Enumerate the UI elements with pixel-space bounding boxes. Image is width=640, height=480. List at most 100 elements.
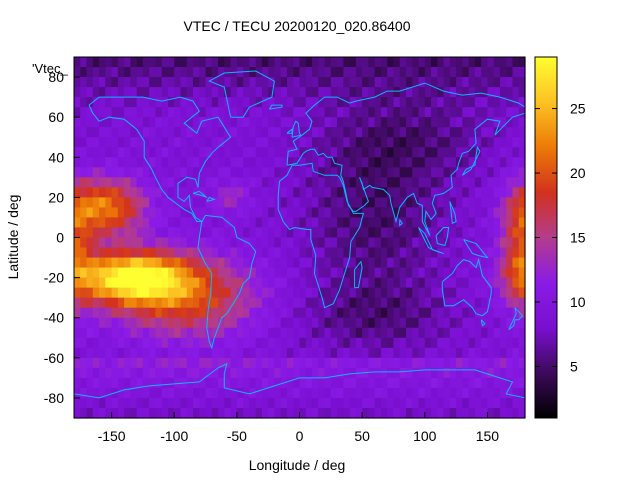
- heatmap-cell: [243, 87, 250, 98]
- heatmap-cell: [86, 77, 94, 88]
- heatmap-cell: [199, 347, 207, 359]
- heatmap-cell: [487, 237, 495, 249]
- heatmap-cell: [136, 277, 144, 289]
- heatmap-cell: [305, 57, 313, 68]
- heatmap-cell: [518, 387, 526, 399]
- heatmap-cell: [193, 227, 200, 239]
- heatmap-cell: [205, 197, 213, 209]
- heatmap-cell: [474, 77, 482, 88]
- heatmap-cell: [268, 157, 276, 168]
- heatmap-cell: [74, 207, 81, 219]
- heatmap-cell: [193, 157, 200, 168]
- heatmap-cell: [261, 207, 269, 219]
- heatmap-cell: [330, 407, 338, 419]
- heatmap-cell: [236, 107, 244, 118]
- heatmap-cell: [99, 377, 106, 389]
- heatmap-cell: [380, 407, 388, 419]
- heatmap-cell: [149, 107, 157, 118]
- heatmap-cell: [99, 347, 106, 359]
- heatmap-cell: [355, 337, 363, 349]
- heatmap-cell: [374, 357, 382, 369]
- heatmap-cell: [74, 297, 81, 309]
- heatmap-cell: [387, 77, 395, 88]
- heatmap-cell: [92, 97, 100, 108]
- heatmap-cell: [180, 87, 188, 98]
- heatmap-cell: [349, 317, 357, 329]
- heatmap-cell: [481, 287, 489, 299]
- heatmap-cell: [362, 387, 369, 399]
- heatmap-cell: [255, 267, 263, 279]
- heatmap-cell: [518, 177, 526, 188]
- heatmap-cell: [99, 137, 106, 148]
- heatmap-cell: [161, 357, 169, 369]
- coastline-overlay: [73, 70, 526, 399]
- heatmap-cell: [412, 147, 420, 158]
- heatmap-cell: [337, 257, 344, 269]
- heatmap-cell: [443, 267, 451, 279]
- heatmap-cell: [405, 247, 413, 259]
- heatmap-cell: [506, 187, 514, 198]
- heatmap-cell: [180, 307, 188, 319]
- heatmap-cell: [349, 187, 357, 198]
- heatmap-cell: [456, 227, 463, 239]
- heatmap-cell: [92, 327, 100, 339]
- heatmap-cell: [424, 207, 432, 219]
- heatmap-cell: [493, 217, 501, 229]
- heatmap-cell: [124, 77, 131, 88]
- heatmap-cell: [462, 187, 470, 198]
- heatmap-cell: [142, 227, 150, 239]
- heatmap-cell: [468, 217, 476, 229]
- heatmap-cell: [80, 347, 88, 359]
- heatmap-cell: [142, 147, 150, 158]
- heatmap-cell: [218, 207, 225, 219]
- heatmap-cell: [161, 227, 169, 239]
- heatmap-cell: [312, 197, 319, 209]
- heatmap-cell: [431, 377, 438, 389]
- heatmap-cell: [424, 97, 432, 108]
- y-tick-label: 0: [56, 230, 64, 246]
- heatmap-cell: [512, 77, 520, 88]
- heatmap-cell: [481, 297, 489, 309]
- heatmap-cell: [92, 277, 100, 289]
- heatmap-cell: [205, 347, 213, 359]
- heatmap-cell: [374, 77, 382, 88]
- heatmap-cell: [193, 277, 200, 289]
- heatmap-cell: [274, 347, 282, 359]
- heatmap-cell: [211, 387, 219, 399]
- heatmap-cell: [337, 367, 344, 379]
- heatmap-cell: [193, 387, 200, 399]
- heatmap-cell: [199, 177, 207, 188]
- heatmap-cell: [174, 397, 182, 409]
- heatmap-cell: [86, 347, 94, 359]
- heatmap-cell: [418, 157, 426, 168]
- heatmap-cell: [149, 87, 157, 98]
- heatmap-cell: [443, 387, 451, 399]
- heatmap-cell: [155, 237, 163, 249]
- heatmap-cell: [512, 127, 520, 138]
- heatmap-cell: [462, 397, 470, 409]
- heatmap-cell: [349, 247, 357, 259]
- heatmap-cell: [180, 57, 188, 68]
- heatmap-cell: [274, 257, 282, 269]
- heatmap-cell: [199, 257, 207, 269]
- heatmap-cell: [243, 57, 250, 68]
- heatmap-cell: [431, 157, 438, 168]
- heatmap-cell: [499, 297, 507, 309]
- heatmap-cell: [468, 347, 476, 359]
- heatmap-cell: [418, 87, 426, 98]
- heatmap-cell: [337, 97, 344, 108]
- heatmap-cell: [230, 127, 238, 138]
- heatmap-cell: [249, 267, 257, 279]
- heatmap-cell: [86, 257, 94, 269]
- heatmap-cell: [393, 127, 401, 138]
- heatmap-cell: [418, 407, 426, 419]
- heatmap-cell: [224, 57, 232, 68]
- heatmap-cell: [449, 367, 457, 379]
- heatmap-cell: [318, 377, 326, 389]
- heatmap-cell: [286, 87, 294, 98]
- heatmap-cell: [218, 357, 225, 369]
- heatmap-cell: [117, 287, 125, 299]
- heatmap-cell: [506, 237, 514, 249]
- heatmap-cell: [337, 317, 344, 329]
- heatmap-cell: [80, 367, 88, 379]
